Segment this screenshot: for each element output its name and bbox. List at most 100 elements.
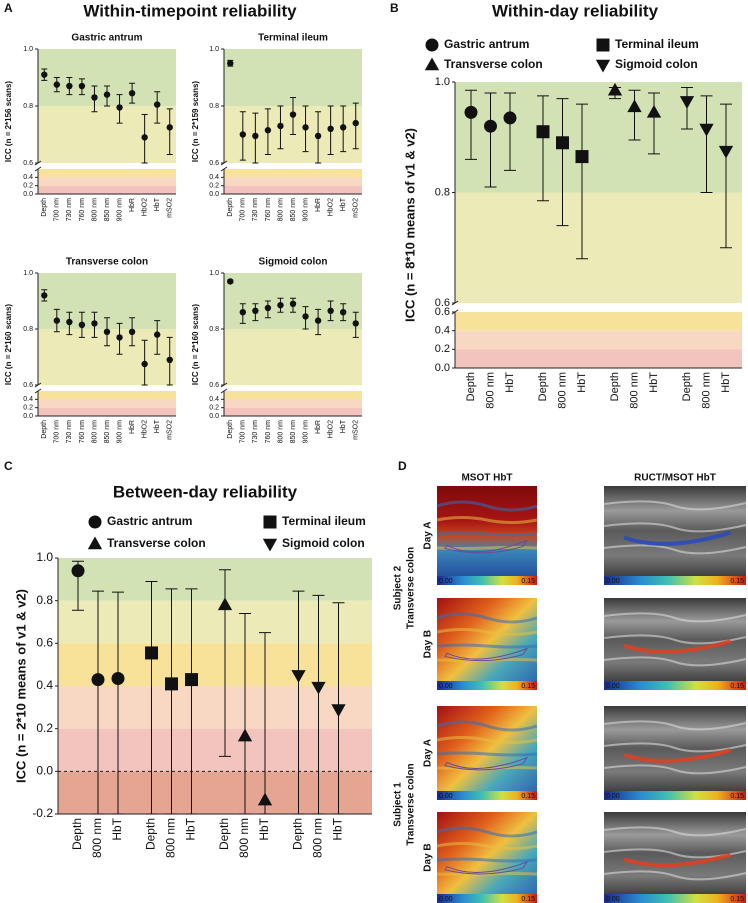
image-texture: [436, 842, 538, 850]
error-bar: [465, 89, 477, 160]
band: [455, 330, 742, 350]
site-label: Transverse colon: [406, 547, 417, 629]
x-tick-label: HbT: [257, 817, 271, 840]
x-tick-label: 850 nm: [104, 420, 111, 444]
roi-overlay: [623, 639, 732, 654]
roi-overlay: [623, 852, 732, 868]
y-tick-label: 0.6: [36, 636, 53, 650]
y-tick-label: 0.0: [23, 413, 33, 420]
error-bar: [648, 92, 660, 155]
error-bar: [145, 580, 158, 815]
panel-title: Within-timepoint reliability: [83, 1, 297, 20]
x-tick-label: 760 nm: [79, 198, 86, 222]
marker-circle: [78, 321, 86, 328]
marker-triangle-down: [291, 670, 306, 683]
y-tick-label: 0.8: [23, 326, 33, 333]
marker-circle: [91, 94, 98, 101]
y-tick-label: 0.0: [23, 191, 33, 198]
image: [437, 812, 537, 903]
x-tick-label: 800 nm: [556, 372, 568, 409]
error-bar: [165, 588, 178, 815]
band: [224, 185, 362, 194]
x-tick-label: 800 nm: [311, 818, 325, 858]
x-tick-label: Depth: [609, 372, 621, 401]
image-texture: [436, 643, 538, 649]
marker-circle: [339, 124, 347, 131]
band: [455, 349, 742, 368]
x-tick-label: 900 nm: [302, 420, 309, 444]
x-tick-label: HbT: [110, 817, 124, 840]
y-tick-label: 0.6: [23, 382, 33, 389]
marker-circle: [484, 119, 497, 133]
axis-break: [34, 166, 42, 172]
band: [58, 600, 372, 644]
legend-marker: [263, 515, 277, 529]
y-axis-label: ICC (n = 2*159 scans): [191, 81, 200, 162]
legend-marker: [88, 515, 102, 529]
y-tick-label: 0.6: [209, 382, 219, 389]
image-texture: [603, 634, 747, 645]
marker-triangle-down: [311, 681, 326, 695]
image-texture: [603, 544, 747, 555]
x-tick-label: HbT: [331, 817, 345, 840]
colorbar: [604, 681, 746, 690]
y-tick-label: 1.0: [23, 46, 33, 53]
x-tick-label: 730 nm: [252, 198, 259, 222]
y-tick-label: 0.2: [435, 343, 450, 355]
legend-label: Gastric antrum: [444, 37, 529, 51]
x-tick-label: HbO2: [327, 420, 334, 438]
colorbar-label: 0.15: [521, 896, 535, 903]
marker-circle: [128, 328, 136, 335]
image-texture: [603, 656, 747, 667]
image-texture: [436, 516, 538, 524]
marker-circle: [116, 104, 123, 111]
x-tick-label: 730 nm: [66, 198, 73, 222]
marker-circle: [264, 127, 272, 134]
y-tick-label: 0.8: [209, 103, 219, 110]
x-tick-label: HbT: [154, 419, 161, 433]
x-tick-label: 850 nm: [290, 420, 297, 444]
y-tick-label: 0.4: [435, 325, 450, 337]
marker-triangle: [646, 104, 662, 118]
x-tick-label: HbR: [129, 420, 136, 434]
marker-circle: [41, 71, 48, 78]
band: [224, 177, 362, 186]
error-bar: [720, 103, 732, 249]
legend-label: Gastric antrum: [107, 514, 192, 528]
colorbar: [604, 576, 746, 585]
image-texture: [436, 546, 538, 550]
colorbar-label: 0.00: [606, 683, 620, 690]
band: [38, 169, 176, 178]
error-bar: [92, 590, 104, 815]
error-bar: [537, 95, 549, 202]
band: [58, 728, 372, 772]
x-tick-label: Depth: [227, 420, 234, 439]
y-axis-label: ICC (n = 2*160 scans): [4, 304, 13, 385]
y-tick-label: -0.2: [32, 806, 53, 820]
legend-label: Sigmoid colon: [282, 536, 365, 550]
marker-circle: [153, 331, 161, 338]
x-tick-label: Depth: [144, 818, 158, 850]
band: [38, 185, 176, 194]
marker-circle: [41, 292, 48, 299]
y-tick-label: 1.0: [209, 46, 219, 53]
error-bar: [239, 612, 251, 815]
marker-circle: [277, 122, 284, 130]
y-tick-label: 0.6: [209, 160, 219, 167]
band: [224, 49, 362, 106]
marker-triangle-down: [699, 123, 714, 137]
error-bar: [700, 95, 713, 193]
y-tick-label: 0.2: [36, 721, 53, 735]
band: [38, 106, 176, 163]
x-tick-label: Depth: [227, 198, 234, 217]
band: [58, 686, 372, 729]
colorbar-label: 0.15: [521, 793, 535, 800]
marker-circle: [227, 60, 234, 67]
marker-circle: [277, 302, 284, 309]
y-tick-label: 0.8: [23, 103, 33, 110]
colorbar: [604, 791, 746, 800]
colorbar-label: 0.15: [730, 793, 744, 800]
y-tick-label: 0.8: [435, 186, 450, 198]
legend-marker: [595, 59, 611, 73]
legend-label: Transverse colon: [107, 536, 206, 550]
